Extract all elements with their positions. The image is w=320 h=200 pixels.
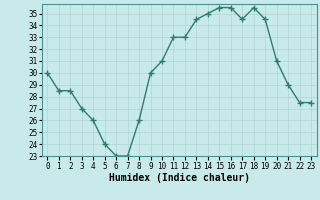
X-axis label: Humidex (Indice chaleur): Humidex (Indice chaleur) (109, 173, 250, 183)
